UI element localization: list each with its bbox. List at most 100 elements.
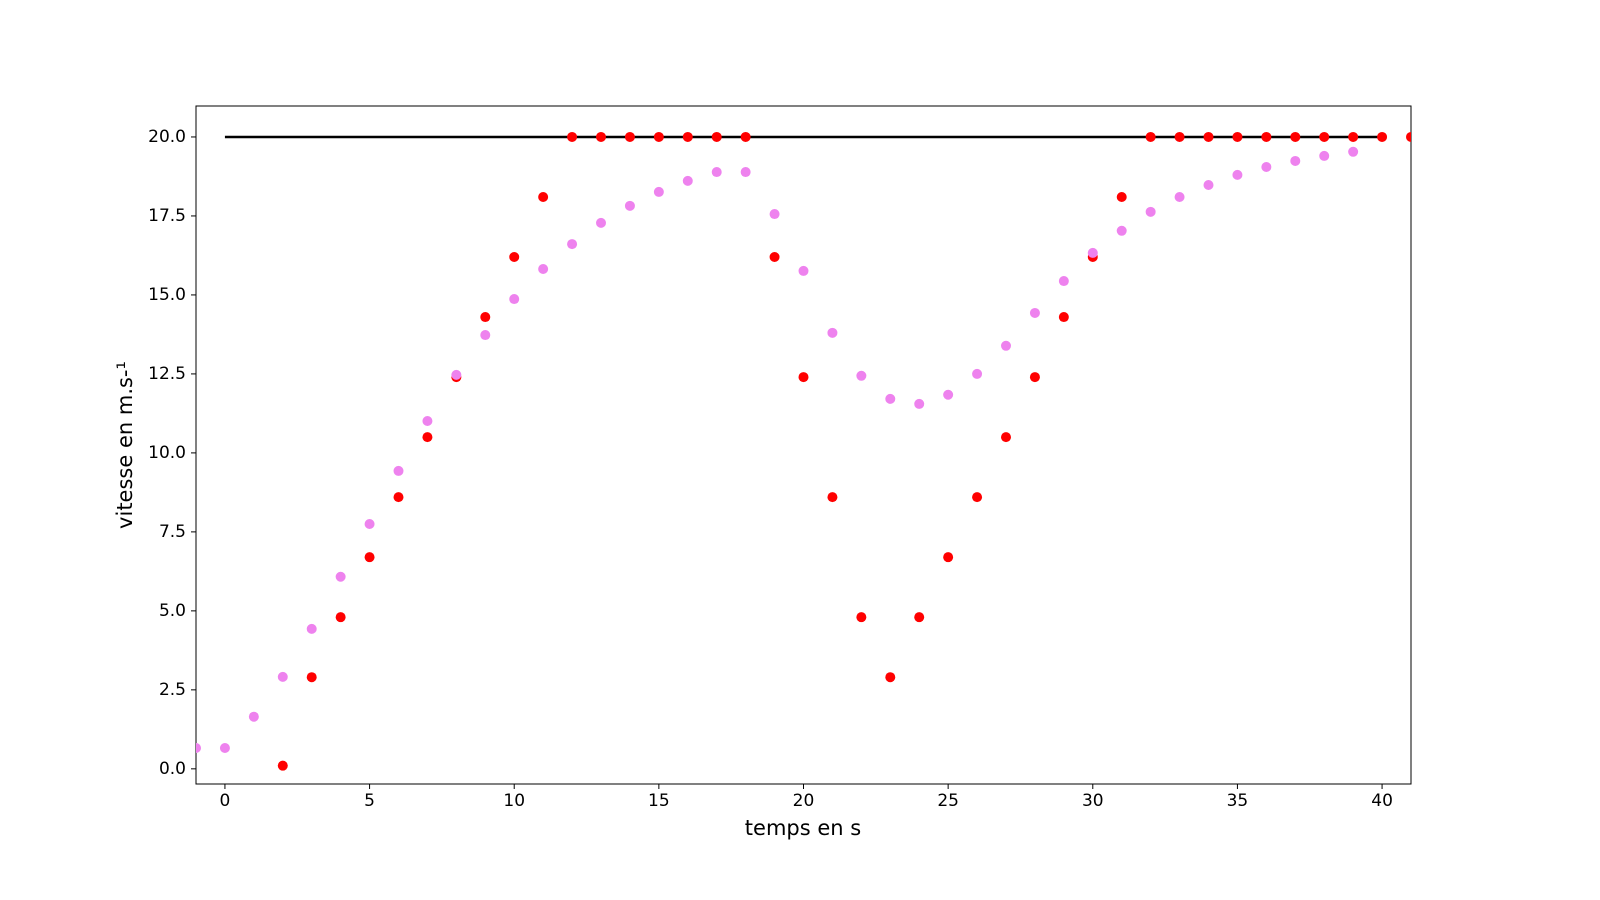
point bbox=[451, 369, 462, 380]
point bbox=[1001, 432, 1011, 443]
y-tick-label: 10.0 bbox=[148, 443, 186, 463]
x-tick-label: 40 bbox=[1371, 791, 1393, 811]
point bbox=[682, 131, 693, 142]
point bbox=[1145, 131, 1156, 142]
point bbox=[480, 312, 491, 323]
point bbox=[972, 492, 983, 503]
y-axis-label: vitesse en m.s-¹ bbox=[113, 361, 137, 529]
point bbox=[1087, 247, 1098, 258]
x-tick-label: 35 bbox=[1227, 791, 1249, 811]
point bbox=[364, 518, 375, 529]
point bbox=[1203, 179, 1214, 190]
point bbox=[624, 131, 635, 142]
y-tick-label: 2.5 bbox=[159, 680, 186, 700]
point bbox=[1348, 131, 1359, 142]
x-tick-label: 5 bbox=[364, 791, 375, 811]
point bbox=[538, 264, 549, 275]
point bbox=[1058, 312, 1069, 323]
point bbox=[1232, 131, 1243, 142]
point bbox=[596, 217, 606, 228]
point bbox=[769, 252, 780, 263]
point bbox=[943, 552, 954, 563]
point bbox=[364, 552, 375, 563]
point bbox=[1261, 131, 1272, 142]
point bbox=[1261, 161, 1272, 172]
point bbox=[798, 265, 809, 276]
point bbox=[1406, 131, 1411, 142]
y-tick-label: 0.0 bbox=[159, 759, 186, 779]
point bbox=[1232, 169, 1243, 180]
point bbox=[682, 175, 693, 186]
point bbox=[306, 623, 317, 634]
point bbox=[972, 368, 983, 379]
point bbox=[1174, 131, 1185, 142]
point bbox=[1116, 191, 1127, 202]
y-tick-label: 12.5 bbox=[148, 364, 186, 384]
y-tick-label: 5.0 bbox=[159, 601, 186, 621]
y-tick-label: 7.5 bbox=[159, 522, 186, 542]
point bbox=[1029, 372, 1040, 383]
point bbox=[306, 672, 317, 683]
point bbox=[596, 131, 606, 142]
point bbox=[856, 612, 867, 623]
point bbox=[798, 372, 809, 383]
point bbox=[1116, 225, 1127, 236]
x-tick-label: 15 bbox=[648, 791, 670, 811]
point bbox=[1290, 155, 1301, 166]
x-tick-label: 20 bbox=[793, 791, 815, 811]
point bbox=[1319, 150, 1330, 161]
point bbox=[740, 131, 751, 142]
point bbox=[335, 571, 346, 582]
point bbox=[480, 330, 491, 341]
x-tick-label: 30 bbox=[1082, 791, 1104, 811]
point bbox=[856, 370, 867, 381]
x-axis-label: temps en s bbox=[745, 816, 861, 840]
point bbox=[624, 200, 635, 211]
point bbox=[1348, 146, 1359, 157]
y-tick-label: 20.0 bbox=[148, 127, 186, 147]
point bbox=[1377, 131, 1388, 142]
point bbox=[1290, 131, 1301, 142]
point bbox=[740, 167, 751, 178]
point bbox=[885, 672, 896, 683]
point bbox=[653, 131, 664, 142]
point bbox=[827, 492, 838, 503]
point bbox=[1174, 191, 1185, 202]
point bbox=[711, 131, 722, 142]
point bbox=[393, 465, 404, 476]
point bbox=[943, 389, 954, 400]
point bbox=[393, 492, 404, 503]
point bbox=[248, 711, 259, 722]
point bbox=[885, 393, 896, 404]
point bbox=[509, 252, 520, 263]
point bbox=[1029, 307, 1040, 318]
y-tick-label: 17.5 bbox=[148, 206, 186, 226]
plot-frame bbox=[195, 105, 1412, 785]
y-tick-label: 15.0 bbox=[148, 285, 186, 305]
point bbox=[1058, 276, 1069, 287]
point bbox=[1319, 131, 1330, 142]
point bbox=[422, 415, 433, 426]
point bbox=[219, 742, 230, 753]
point bbox=[509, 294, 520, 305]
point bbox=[567, 239, 578, 250]
point bbox=[196, 742, 201, 753]
point bbox=[769, 209, 780, 220]
point bbox=[277, 760, 288, 771]
x-tick-label: 10 bbox=[503, 791, 525, 811]
point bbox=[653, 186, 664, 197]
point bbox=[827, 327, 838, 338]
point bbox=[422, 432, 433, 443]
point bbox=[277, 671, 288, 682]
x-tick-label: 25 bbox=[937, 791, 959, 811]
point bbox=[1145, 206, 1156, 217]
point bbox=[914, 398, 925, 409]
point bbox=[538, 191, 549, 202]
point bbox=[914, 612, 925, 623]
x-tick-label: 0 bbox=[220, 791, 231, 811]
point bbox=[567, 131, 578, 142]
point bbox=[1001, 340, 1011, 351]
point bbox=[711, 167, 722, 178]
